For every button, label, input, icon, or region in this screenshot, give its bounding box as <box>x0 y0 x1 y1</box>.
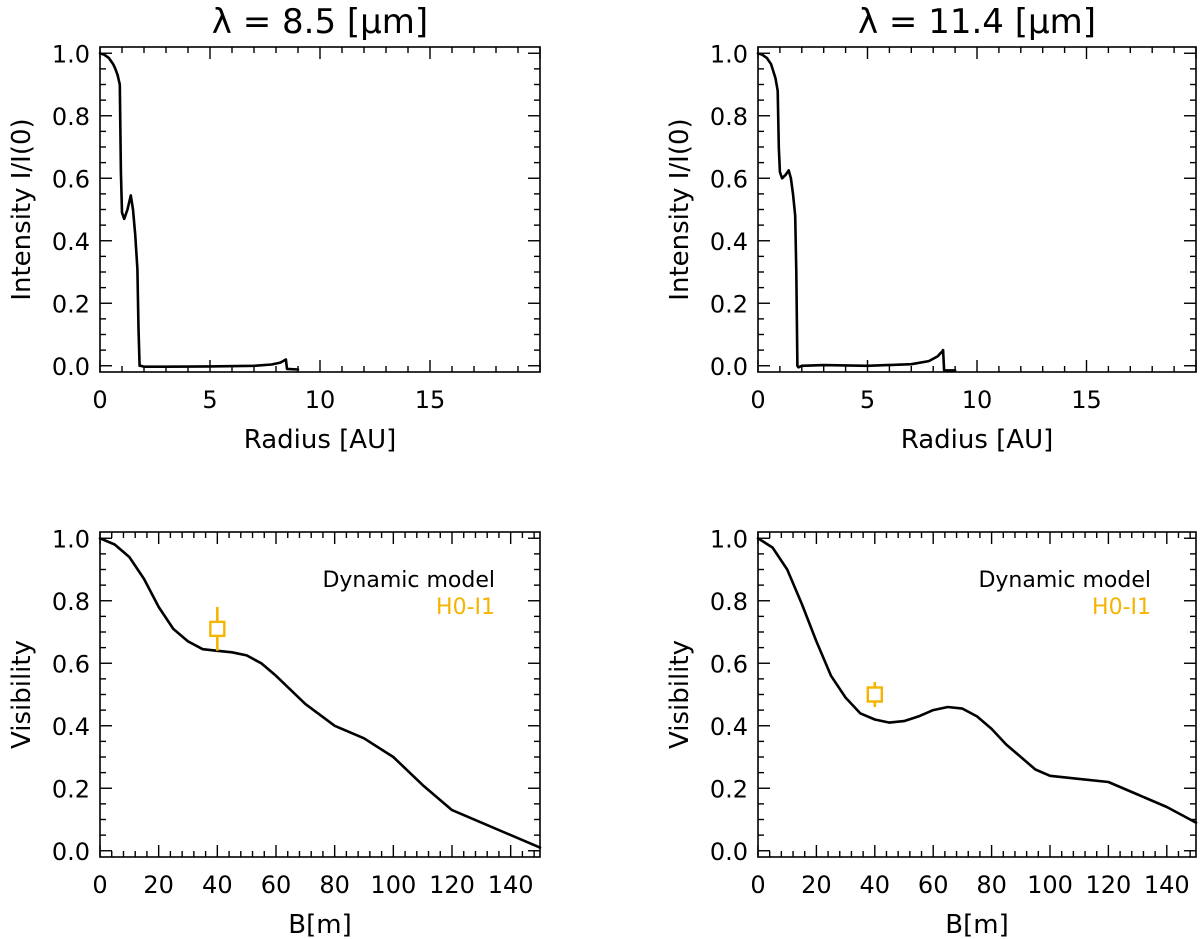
y-axis-label: Intensity I/I(0) <box>665 118 695 300</box>
y-tick-label: 0.2 <box>52 290 90 318</box>
y-tick-label: 1.0 <box>710 40 748 68</box>
x-tick-label: 10 <box>962 386 993 414</box>
series-line <box>98 51 300 371</box>
y-tick-label: 0.4 <box>52 713 90 741</box>
x-axis-label: Radius [AU] <box>244 425 397 455</box>
legend-entry: Dynamic model <box>322 568 495 593</box>
panel-title: λ = 8.5 [μm] <box>212 2 428 42</box>
series-line <box>756 51 957 372</box>
x-tick-label: 0 <box>750 386 765 414</box>
x-tick-label: 15 <box>415 386 446 414</box>
plot-frame <box>757 46 1197 373</box>
x-tick-label: 10 <box>305 386 336 414</box>
x-tick-label: 140 <box>488 871 534 899</box>
x-tick-label: 140 <box>1144 871 1190 899</box>
y-tick-label: 0.4 <box>52 228 90 256</box>
x-tick-label: 0 <box>92 386 107 414</box>
y-tick-label: 1.0 <box>52 525 90 553</box>
x-tick-label: 40 <box>202 871 233 899</box>
y-tick-label: 0.8 <box>52 103 90 131</box>
y-tick-label: 0.6 <box>710 650 748 678</box>
y-tick-label: 1.0 <box>52 40 90 68</box>
legend-entry: H0-I1 <box>436 595 495 620</box>
y-tick-label: 0.8 <box>52 588 90 616</box>
y-tick-label: 0.2 <box>710 290 748 318</box>
data-point-marker <box>209 620 226 638</box>
y-tick-label: 0.0 <box>52 353 90 381</box>
y-axis-label: Visibility <box>665 640 695 749</box>
x-axis-label: B[m] <box>945 910 1008 939</box>
x-axis-label: Radius [AU] <box>901 425 1054 455</box>
panel-title: λ = 11.4 [μm] <box>858 2 1096 42</box>
y-tick-label: 0.8 <box>710 588 748 616</box>
panel-visibility_11p4: 0 20 40 60 80 100 120 140 0.0 0.2 0.4 0.6 0.8 1.0 B[m]… <box>665 525 1198 939</box>
y-tick-label: 0.0 <box>710 353 748 381</box>
y-tick-label: 0.0 <box>710 838 748 866</box>
x-tick-label: 15 <box>1071 386 1102 414</box>
plot-frame <box>99 46 541 373</box>
x-tick-label: 5 <box>860 386 875 414</box>
x-tick-label: 40 <box>860 871 891 899</box>
x-tick-label: 20 <box>801 871 832 899</box>
x-tick-label: 0 <box>92 871 107 899</box>
panel-intensity_8p5: 0 5 10 15 0.0 0.2 0.4 0.6 0.8 1.0 Radius [AU] Inten… <box>7 2 541 455</box>
y-axis-label: Visibility <box>7 640 37 749</box>
legend-entry: H0-I1 <box>1092 595 1151 620</box>
x-tick-label: 100 <box>370 871 416 899</box>
series-line <box>756 536 1198 824</box>
y-tick-label: 0.6 <box>52 650 90 678</box>
series-line <box>98 536 542 849</box>
panel-visibility_8p5: 0 20 40 60 80 100 120 140 0.0 0.2 0.4 0.6 0.8 1.0 B[m]… <box>7 525 542 939</box>
y-axis-label: Intensity I/I(0) <box>7 118 37 300</box>
x-tick-label: 120 <box>429 871 475 899</box>
y-tick-label: 1.0 <box>710 525 748 553</box>
y-tick-label: 0.8 <box>710 103 748 131</box>
y-tick-label: 0.2 <box>52 775 90 803</box>
y-tick-label: 0.0 <box>52 838 90 866</box>
x-tick-label: 120 <box>1085 871 1131 899</box>
x-tick-label: 100 <box>1027 871 1073 899</box>
y-tick-label: 0.6 <box>710 165 748 193</box>
x-tick-label: 60 <box>918 871 949 899</box>
x-tick-label: 80 <box>319 871 350 899</box>
y-tick-label: 0.4 <box>710 228 748 256</box>
data-point-marker <box>866 686 883 703</box>
x-tick-label: 5 <box>202 386 217 414</box>
x-tick-label: 80 <box>976 871 1007 899</box>
x-tick-label: 20 <box>143 871 174 899</box>
legend-entry: Dynamic model <box>978 568 1151 593</box>
x-axis-label: B[m] <box>288 910 351 939</box>
x-tick-label: 0 <box>750 871 765 899</box>
y-tick-label: 0.2 <box>710 775 748 803</box>
y-tick-label: 0.4 <box>710 713 748 741</box>
y-tick-label: 0.6 <box>52 165 90 193</box>
panel-intensity_11p4: 0 5 10 15 0.0 0.2 0.4 0.6 0.8 1.0 Radius [AU] Inten… <box>665 2 1197 455</box>
x-tick-label: 60 <box>261 871 292 899</box>
